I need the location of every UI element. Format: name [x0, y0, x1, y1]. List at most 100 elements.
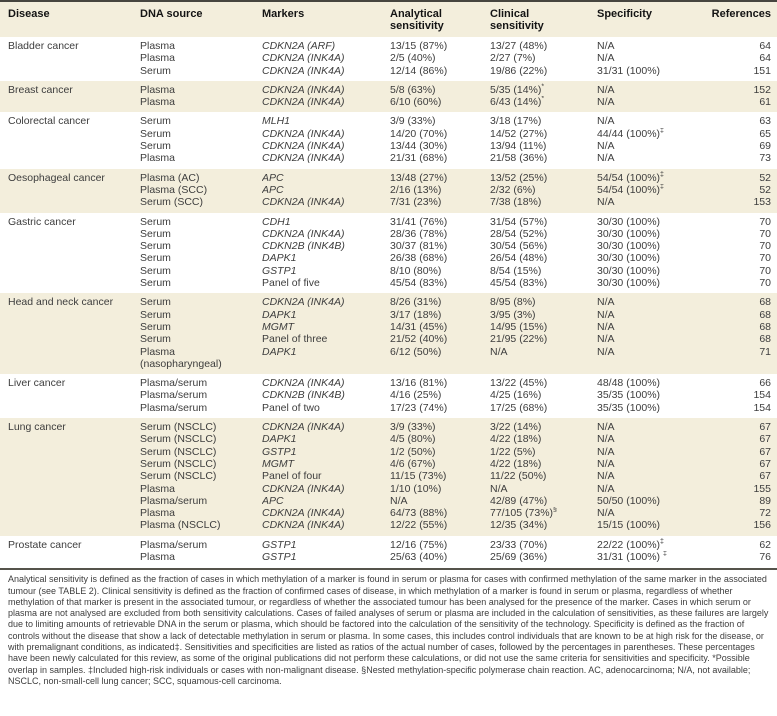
cell-disease — [0, 321, 140, 333]
cell-markers: CDKN2A (INK4A) — [262, 519, 345, 532]
cell-disease — [0, 470, 140, 482]
cell-dna-source: Serum — [140, 333, 171, 346]
cell-analytical-sensitivity: 21/31 (68%) — [390, 152, 448, 165]
cell-clinical-sensitivity: 4/22 (18%) — [490, 457, 542, 470]
table-row: Plasma/serum Panel of two 17/23 (74%) 17/25… — [0, 402, 777, 418]
cell-markers: Panel of two — [262, 401, 320, 414]
cell-markers: CDKN2A (INK4A) — [262, 83, 345, 96]
cell-analytical-sensitivity: 6/10 (60%) — [390, 96, 442, 109]
cell-references: 70 — [759, 240, 771, 253]
cell-dna-source: Plasma — [140, 550, 176, 563]
cell-clinical-sensitivity: 42/89 (47%) — [490, 494, 548, 507]
cell-clinical-sensitivity: 28/54 (52%) — [490, 227, 548, 240]
cell-specificity: N/A — [597, 333, 615, 346]
cell-clinical-sensitivity: 8/54 (15%) — [490, 264, 542, 277]
cell-references: 52 — [759, 183, 771, 196]
cell-references: 70 — [759, 277, 771, 290]
cell-references: 70 — [759, 264, 771, 277]
cell-references: 89 — [759, 494, 771, 507]
cell-disease — [0, 551, 140, 567]
table-footnote: Analytical sensitivity is defined as the… — [0, 568, 777, 687]
cell-dna-source: Plasma — [140, 152, 176, 165]
cell-markers: DAPK1 — [262, 252, 297, 265]
cell-references: 52 — [759, 171, 771, 184]
cell-dna-source: Serum (NSCLC) — [140, 433, 217, 446]
cell-clinical-sensitivity: 23/33 (70%) — [490, 538, 548, 551]
table-row: Plasma CDKN2A (INK4A) 64/73 (88%) 77/105 (7… — [0, 507, 777, 520]
cell-specificity: 48/48 (100%) — [597, 377, 661, 390]
cell-specificity: 35/35 (100%) — [597, 401, 661, 414]
cell-clinical-sensitivity: 2/32 (6%) — [490, 183, 536, 196]
cell-disease — [0, 333, 140, 345]
table-row: Plasma/serum APC N/A 42/89 (47%) 50/50 (100%… — [0, 494, 777, 508]
cell-analytical-sensitivity: 30/37 (81%) — [390, 240, 448, 253]
cell-specificity: 30/30 (100%) — [597, 227, 661, 240]
cell-clinical-sensitivity: 26/54 (48%) — [490, 252, 548, 265]
cell-disease — [0, 458, 140, 470]
cell-specificity: N/A — [597, 470, 615, 483]
cell-analytical-sensitivity: 4/6 (67%) — [390, 457, 436, 470]
cell-markers: CDKN2A (INK4A) — [262, 52, 345, 65]
table-row: Plasma CDKN2A (INK4A) 6/10 (60%) 6/43 (14%)… — [0, 96, 777, 113]
cell-dna-source: Plasma (SCC) — [140, 183, 208, 196]
cell-disease — [0, 402, 140, 418]
cell-analytical-sensitivity: 3/9 (33%) — [390, 115, 436, 128]
cell-markers: GSTP1 — [262, 264, 297, 277]
table-row: Plasma GSTP1 25/63 (40%) 25/69 (36%) 31/31 (… — [0, 551, 777, 567]
cell-clinical-sensitivity: 14/95 (15%) — [490, 320, 548, 333]
cell-markers: Panel of three — [262, 333, 328, 346]
cell-dna-source: Serum (NSCLC) — [140, 445, 217, 458]
cell-markers: CDKN2A (INK4A) — [262, 96, 345, 109]
cell-clinical-sensitivity: 19/86 (22%) — [490, 64, 548, 77]
table-row: Serum (NSCLC) DAPK1 4/5 (80%) 4/22 (18%) N/A… — [0, 433, 777, 446]
cell-specificity: N/A — [597, 52, 615, 65]
cell-specificity: 15/15 (100%) — [597, 519, 661, 532]
cell-disease: Lung cancer — [8, 421, 66, 434]
cell-clinical-sensitivity: N/A — [490, 482, 508, 495]
cell-analytical-sensitivity: 8/10 (80%) — [390, 264, 442, 277]
cell-analytical-sensitivity: 45/54 (83%) — [390, 277, 448, 290]
cell-disease — [0, 265, 140, 277]
table-row: Serum CDKN2A (INK4A) 13/44 (30%) 13/94 (11%… — [0, 140, 777, 152]
cell-markers: APC — [262, 171, 284, 184]
table-row: Oesophageal cancer Plasma (AC) APC 13/48 (2… — [0, 168, 777, 184]
cell-references: 67 — [759, 445, 771, 458]
cell-specificity: N/A — [597, 96, 615, 109]
cell-specificity: N/A — [597, 40, 615, 52]
cell-clinical-sensitivity: 31/54 (57%) — [490, 215, 548, 228]
cell-markers: CDKN2A (INK4A) — [262, 127, 345, 140]
cell-references: 155 — [753, 482, 771, 495]
cell-markers: APC — [262, 183, 284, 196]
cell-references: 67 — [759, 421, 771, 434]
cell-dna-source: Plasma (NSCLC) — [140, 519, 221, 532]
table-row: Lung cancer Serum (NSCLC) CDKN2A (INK4A) 3/… — [0, 418, 777, 434]
cell-disease — [0, 65, 140, 81]
cell-dna-source: Plasma — [140, 482, 176, 495]
cell-specificity: 54/54 (100%)‡ — [597, 183, 664, 196]
cell-analytical-sensitivity: 21/52 (40%) — [390, 333, 448, 346]
cell-markers: CDKN2A (INK4A) — [262, 227, 345, 240]
cell-analytical-sensitivity: N/A — [390, 494, 408, 507]
cell-specificity: 30/30 (100%) — [597, 215, 661, 228]
cell-references: 64 — [759, 40, 771, 52]
cell-disease — [0, 495, 140, 507]
table-row: Plasma (SCC) APC 2/16 (13%) 2/32 (6%) 54/54 … — [0, 183, 777, 197]
cell-disease — [0, 240, 140, 252]
cell-specificity: 31/31 (100%) ‡ — [597, 550, 667, 563]
cell-dna-source: Serum — [140, 115, 171, 128]
column-header-analytical-sensitivity: Analytical sensitivity — [390, 8, 444, 32]
column-header-markers: Markers — [262, 8, 305, 20]
cell-markers: Panel of four — [262, 470, 322, 483]
cell-dna-source: Plasma — [140, 507, 176, 520]
cell-analytical-sensitivity: 13/16 (81%) — [390, 377, 448, 390]
cell-dna-source: Serum (NSCLC) — [140, 470, 217, 483]
cell-dna-source: Plasma (AC) — [140, 171, 200, 184]
cell-specificity: N/A — [597, 320, 615, 333]
cell-specificity: 31/31 (100%) — [597, 64, 661, 77]
cell-clinical-sensitivity: 13/94 (11%) — [490, 140, 547, 153]
cell-analytical-sensitivity: 12/16 (75%) — [390, 538, 448, 551]
cell-clinical-sensitivity: 3/22 (14%) — [490, 421, 542, 434]
cell-specificity: N/A — [597, 507, 615, 520]
header-row: Disease DNA source Markers Analytical sensi… — [0, 1, 777, 37]
